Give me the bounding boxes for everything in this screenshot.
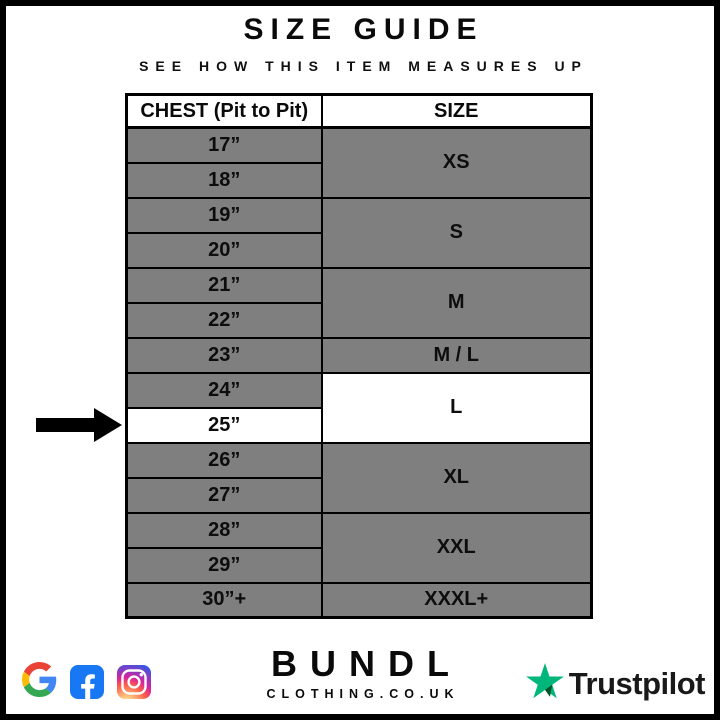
table-row: 22” bbox=[125, 301, 592, 339]
chest-cell-21in: 21” bbox=[125, 266, 323, 303]
facebook-icon[interactable] bbox=[70, 665, 104, 699]
row-pointer-arrow-icon bbox=[36, 408, 122, 447]
chest-cell-30in-plus: 30”+ bbox=[125, 581, 323, 619]
table-row: 23” M / L bbox=[125, 336, 593, 374]
social-icons bbox=[22, 662, 151, 702]
size-guide-table: CHEST (Pit to Pit) SIZE 17” XS 18” 19” S… bbox=[125, 93, 593, 619]
chest-cell-24in: 24” bbox=[125, 371, 323, 409]
chest-cell-28in: 28” bbox=[125, 511, 323, 548]
size-cell-s: S bbox=[320, 196, 593, 269]
table-row: 18” bbox=[125, 161, 592, 199]
chest-cell-27in: 27” bbox=[125, 476, 323, 514]
size-cell-m-l: M / L bbox=[320, 336, 593, 374]
size-cell-xl: XL bbox=[320, 441, 593, 514]
chest-cell-29in: 29” bbox=[125, 546, 323, 584]
size-column-header: SIZE bbox=[320, 93, 593, 129]
brand-domain: CLOTHING.CO.UK bbox=[266, 687, 460, 701]
brand-name: BUNDL bbox=[271, 643, 462, 684]
brand-logo: BUNDL CLOTHING.CO.UK bbox=[0, 643, 720, 702]
page-title: SIZE GUIDE bbox=[243, 13, 484, 46]
table-row: 29” bbox=[125, 546, 592, 584]
trustpilot-label: Trustpilot bbox=[568, 665, 706, 701]
page-subtitle: SEE HOW THIS ITEM MEASURES UP bbox=[139, 58, 588, 74]
instagram-icon[interactable] bbox=[117, 665, 151, 699]
table-row: 26” XL bbox=[125, 441, 593, 514]
table-row: 30”+ XXXL+ bbox=[125, 581, 593, 619]
chest-cell-17in: 17” bbox=[125, 126, 323, 163]
size-cell-xxl: XXL bbox=[320, 511, 593, 584]
chest-column-header: CHEST (Pit to Pit) bbox=[125, 93, 323, 129]
size-cell-xxxl-plus: XXXL+ bbox=[320, 581, 593, 619]
table-row: 19” S bbox=[125, 196, 593, 269]
header: SIZE GUIDE SEE HOW THIS ITEM MEASURES UP bbox=[0, 13, 720, 74]
table-row: 17” XS bbox=[125, 126, 593, 199]
chest-cell-18in: 18” bbox=[125, 161, 323, 199]
chest-cell-25in-highlighted: 25” bbox=[125, 406, 323, 444]
chest-cell-22in: 22” bbox=[125, 301, 323, 339]
size-cell-l-highlighted: L bbox=[320, 371, 593, 444]
trustpilot-logo[interactable]: Trustpilot bbox=[525, 663, 706, 704]
size-cell-xs: XS bbox=[320, 126, 593, 199]
chest-cell-19in: 19” bbox=[125, 196, 323, 233]
table-header-row: CHEST (Pit to Pit) SIZE bbox=[125, 93, 593, 129]
table-row: 21” M bbox=[125, 266, 593, 339]
chest-cell-26in: 26” bbox=[125, 441, 323, 478]
google-icon[interactable] bbox=[22, 662, 57, 702]
table-row: 20” bbox=[125, 231, 592, 269]
trustpilot-star-icon bbox=[525, 663, 564, 704]
table-row: 27” bbox=[125, 476, 592, 514]
chest-cell-23in: 23” bbox=[125, 336, 323, 374]
size-cell-m: M bbox=[320, 266, 593, 339]
chest-cell-20in: 20” bbox=[125, 231, 323, 269]
table-row-highlighted: 25” bbox=[125, 406, 592, 444]
table-row: 24” L bbox=[125, 371, 593, 444]
table-row: 28” XXL bbox=[125, 511, 593, 584]
